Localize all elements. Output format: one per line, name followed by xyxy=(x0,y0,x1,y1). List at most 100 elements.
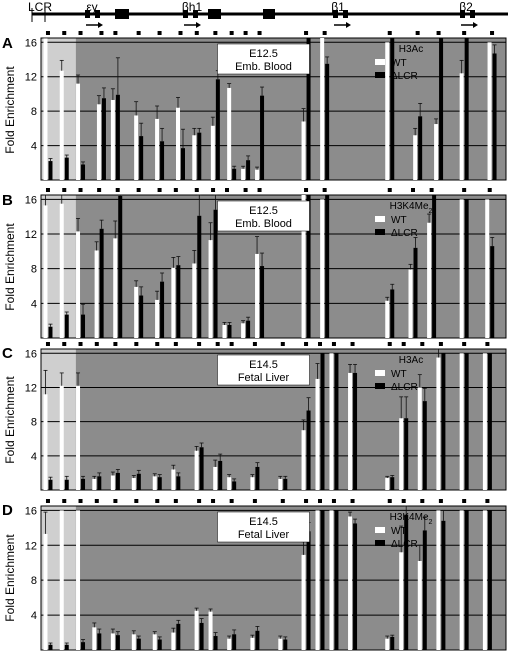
gene-exon xyxy=(193,10,198,18)
wt-bar xyxy=(131,478,136,490)
y-tick-label: 8 xyxy=(31,417,37,429)
y-tick-label: 16 xyxy=(25,348,37,360)
dlcr-bar xyxy=(260,95,265,180)
wt-bar xyxy=(59,510,64,650)
dlcr-bar xyxy=(81,164,86,180)
site-marker xyxy=(157,188,162,192)
site-marker xyxy=(485,342,490,346)
dlcr-bar xyxy=(404,418,409,490)
y-tick-label: 12 xyxy=(25,72,37,84)
wt-bar xyxy=(155,299,160,338)
dlcr-bar xyxy=(160,141,165,180)
dlcr-bar xyxy=(97,476,102,490)
dlcr-bar xyxy=(255,466,260,490)
site-marker xyxy=(420,342,425,346)
site-marker xyxy=(113,31,118,35)
wt-bar xyxy=(250,637,255,650)
site-marker xyxy=(322,188,327,192)
legend-title: H3K4Me2 xyxy=(390,512,433,526)
gene-exon xyxy=(95,10,100,18)
gene-exon xyxy=(333,10,338,18)
dlcr-bar xyxy=(97,633,102,650)
dlcr-bar xyxy=(320,353,325,490)
condition-box xyxy=(217,43,310,75)
wt-bar xyxy=(59,385,64,490)
site-marker xyxy=(225,188,229,192)
wt-bar xyxy=(113,238,118,338)
dlcr-bar xyxy=(306,531,311,650)
wt-bar xyxy=(192,263,197,338)
dlcr-bar xyxy=(325,195,330,338)
site-marker xyxy=(257,31,262,35)
wt-bar xyxy=(43,394,48,490)
dlcr-bar xyxy=(353,372,358,490)
y-axis-label: Fold Enrichment xyxy=(3,66,17,154)
wt-bar xyxy=(329,353,334,490)
site-marker xyxy=(155,342,160,346)
y-tick-label: 4 xyxy=(31,141,37,153)
plot-frame xyxy=(40,348,507,491)
dlcr-bar xyxy=(441,520,446,650)
wt-bar xyxy=(134,115,139,180)
wt-bar xyxy=(227,477,232,490)
site-marker xyxy=(490,31,495,35)
site-marker xyxy=(462,188,467,192)
plot-frame xyxy=(40,505,507,651)
legend-label-wt: WT xyxy=(391,526,407,537)
wt-bar xyxy=(241,168,246,180)
locus-label-lcr: LCR xyxy=(28,0,52,14)
dlcr-bar xyxy=(422,401,427,490)
site-marker xyxy=(387,342,392,346)
site-marker xyxy=(280,499,285,503)
site-marker xyxy=(155,499,160,503)
legend-title-subscript: 2 xyxy=(429,208,433,215)
site-marker xyxy=(211,499,216,503)
wt-bar xyxy=(208,611,213,650)
site-marker xyxy=(97,188,102,192)
dlcr-bar xyxy=(139,136,144,180)
site-marker xyxy=(304,499,309,503)
y-tick-label: 8 xyxy=(31,106,37,118)
dlcr-bar xyxy=(490,246,495,338)
site-marker xyxy=(115,188,120,192)
site-marker xyxy=(462,31,467,35)
wt-bar xyxy=(171,632,176,650)
dlcr-bar xyxy=(213,209,218,338)
dlcr-bar xyxy=(306,410,311,490)
wt-bar xyxy=(385,638,390,650)
gene-exon xyxy=(115,9,129,19)
y-tick-label: 12 xyxy=(25,540,37,552)
site-marker xyxy=(257,188,262,192)
site-marker xyxy=(113,342,118,346)
dlcr-bar xyxy=(64,314,69,338)
wt-bar xyxy=(110,633,115,650)
dlcr-bar xyxy=(215,79,220,180)
gene-exon xyxy=(263,9,275,19)
wt-bar xyxy=(194,610,199,650)
dlcr-bar xyxy=(218,460,223,490)
site-marker xyxy=(252,342,257,346)
dlcr-bar xyxy=(115,472,120,490)
condition-label: E12.5 xyxy=(249,48,278,60)
wt-bar xyxy=(176,107,180,180)
dlcr-bar xyxy=(176,265,181,338)
wt-bar xyxy=(76,385,81,490)
wt-bar xyxy=(241,323,246,338)
y-tick-label: 12 xyxy=(25,229,37,241)
site-marker xyxy=(197,499,202,503)
wt-bar xyxy=(92,478,97,490)
site-marker xyxy=(350,499,355,503)
site-marker xyxy=(94,499,99,503)
site-marker xyxy=(78,342,83,346)
wt-bar xyxy=(413,135,418,180)
plot-frame xyxy=(40,194,507,339)
legend-label-wt: WT xyxy=(391,369,407,380)
wt-bar xyxy=(417,387,422,490)
dlcr-bar xyxy=(404,514,409,650)
wt-bar xyxy=(278,478,283,490)
legend-label-wt: WT xyxy=(391,215,407,226)
site-marker xyxy=(62,31,67,35)
transcription-arrow-b2 xyxy=(461,22,478,28)
site-marker xyxy=(45,342,50,346)
